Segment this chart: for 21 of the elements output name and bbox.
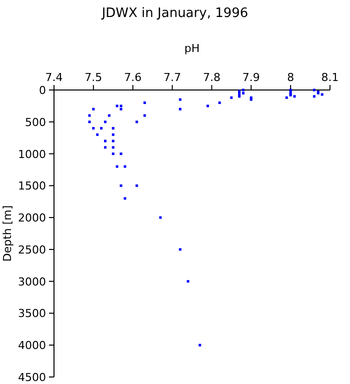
y-tick-label: 1000 xyxy=(18,148,46,161)
y-tick-label: 1500 xyxy=(18,180,46,193)
y-tick-label: 4000 xyxy=(18,339,46,352)
x-axis-title: pH xyxy=(184,42,200,55)
y-axis-title: Depth [m] xyxy=(1,205,14,262)
chart-title: JDWX in January, 1996 xyxy=(100,6,248,21)
y-tick-label: 3500 xyxy=(18,307,46,320)
y-tick-label: 2500 xyxy=(18,243,46,256)
x-tick-label: 7.9 xyxy=(242,71,260,84)
y-tick-label: 2000 xyxy=(18,212,46,225)
x-tick-label: 7.6 xyxy=(124,71,142,84)
x-tick-label: 8 xyxy=(287,71,294,84)
x-tick-label: 7.7 xyxy=(164,71,182,84)
y-tick-label: 3000 xyxy=(18,275,46,288)
y-tick-label: 500 xyxy=(25,116,46,129)
y-tick-label: 0 xyxy=(39,84,46,97)
x-tick-label: 8.1 xyxy=(321,71,339,84)
x-tick-label: 7.5 xyxy=(84,71,102,84)
y-tick-label: 4500 xyxy=(18,371,46,384)
x-tick-label: 7.8 xyxy=(202,71,220,84)
x-tick-label: 7.4 xyxy=(45,71,63,84)
